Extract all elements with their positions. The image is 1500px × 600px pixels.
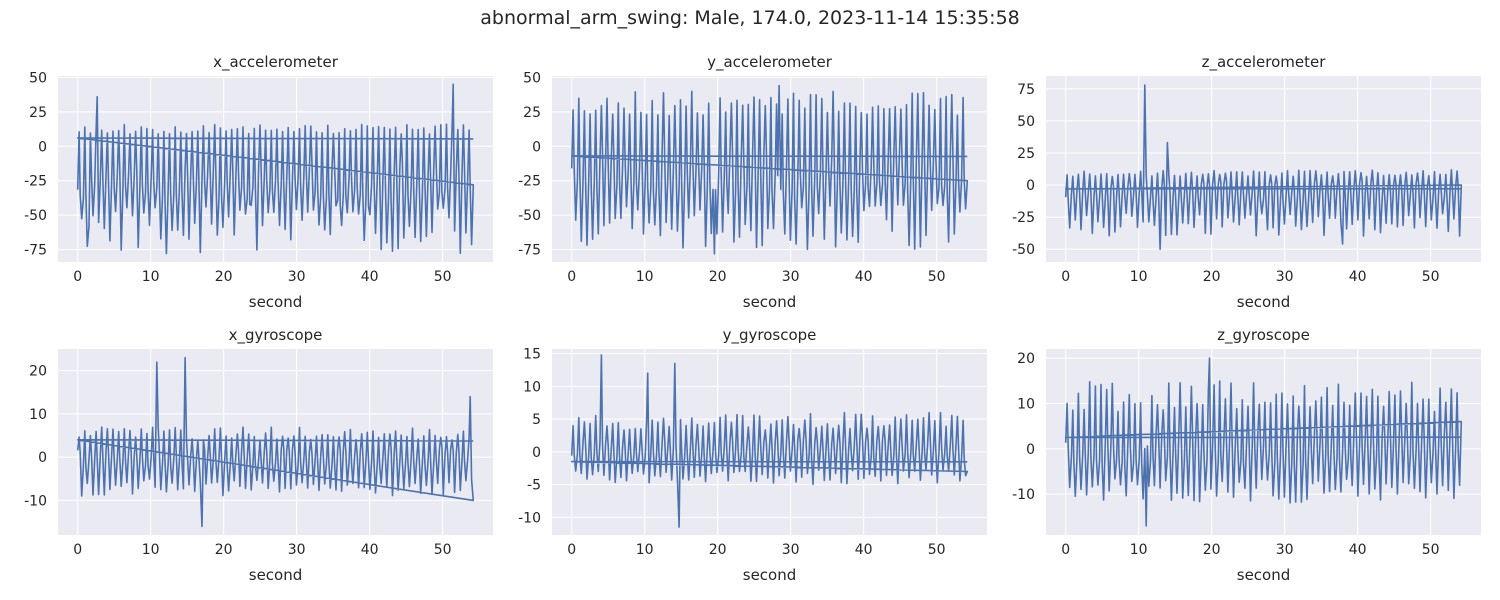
x-tick-label: 20 [1203, 542, 1221, 558]
x-tick-label: 20 [709, 269, 727, 285]
y-tick-label: 20 [1017, 351, 1035, 367]
y-tick-label: -75 [518, 243, 541, 259]
y-tick-label: -50 [24, 208, 47, 224]
y-tick-label: -25 [518, 174, 541, 190]
subplot-y_gyroscope: 0 10 20 30 40 50 -10 -5 0 5 10 15 second y_gyroscope [518, 326, 987, 584]
x-axis-label: second [743, 293, 797, 311]
y-tick-label: 20 [29, 364, 47, 380]
y-tick-label: 5 [532, 412, 541, 428]
x-tick-label: 40 [1349, 542, 1367, 558]
figure-title: abnormal_arm_swing: Male, 174.0, 2023-11… [480, 7, 1020, 29]
subplot-title: x_gyroscope [229, 326, 323, 345]
x-tick-label: 30 [288, 269, 306, 285]
x-tick-label: 30 [288, 542, 306, 558]
y-tick-label: 10 [29, 407, 47, 423]
x-tick-label: 10 [1130, 269, 1148, 285]
y-tick-label: 10 [523, 379, 541, 395]
x-axis-label: second [1237, 293, 1291, 311]
subplot-title: y_accelerometer [707, 53, 833, 72]
y-tick-label: 75 [1017, 82, 1035, 98]
y-tick-label: 0 [1026, 178, 1035, 194]
series-line [76, 356, 475, 528]
x-tick-label: 0 [1061, 269, 1070, 285]
subplot-x_gyroscope: 0 10 20 30 40 50 -10 0 10 20 second x_gyroscope [24, 326, 493, 584]
x-tick-label: 10 [636, 269, 654, 285]
y-tick-label: -75 [24, 243, 47, 259]
x-tick-label: 30 [782, 542, 800, 558]
y-tick-label: -50 [518, 208, 541, 224]
y-tick-label: 0 [532, 139, 541, 155]
x-tick-label: 10 [636, 542, 654, 558]
series-line [570, 354, 969, 528]
x-tick-label: 20 [215, 542, 233, 558]
subplot-title: x_accelerometer [213, 53, 339, 72]
subplot-title: z_gyroscope [1217, 326, 1310, 345]
y-tick-label: 50 [1017, 114, 1035, 130]
x-tick-label: 30 [1276, 269, 1294, 285]
x-tick-label: 40 [855, 269, 873, 285]
x-tick-label: 0 [567, 542, 576, 558]
x-tick-label: 10 [142, 542, 160, 558]
series-line [570, 84, 969, 255]
x-tick-label: 0 [567, 269, 576, 285]
y-tick-label: 25 [29, 105, 47, 121]
x-tick-label: 50 [928, 542, 946, 558]
x-tick-label: 10 [1130, 542, 1148, 558]
series-line [1064, 357, 1463, 527]
x-axis-label: second [743, 566, 797, 584]
x-axis-label: second [1237, 566, 1291, 584]
y-tick-label: 25 [1017, 146, 1035, 162]
x-tick-label: 0 [73, 542, 82, 558]
subplot-title: y_gyroscope [723, 326, 817, 345]
x-tick-label: 0 [73, 269, 82, 285]
x-tick-label: 40 [361, 269, 379, 285]
x-tick-label: 10 [142, 269, 160, 285]
y-tick-label: 0 [532, 445, 541, 461]
y-tick-label: -10 [518, 510, 541, 526]
x-tick-label: 40 [361, 542, 379, 558]
y-tick-label: 0 [1026, 442, 1035, 458]
x-axis-label: second [249, 566, 303, 584]
y-tick-label: 10 [1017, 396, 1035, 412]
y-tick-label: 0 [38, 450, 47, 466]
subplot-z_gyroscope: 0 10 20 30 40 50 -10 0 10 20 second z_gyroscope [1012, 326, 1481, 584]
x-tick-label: 50 [1422, 269, 1440, 285]
subplot-title: z_accelerometer [1202, 53, 1327, 72]
y-tick-label: 50 [29, 70, 47, 86]
y-tick-label: -50 [1012, 242, 1035, 258]
y-tick-label: 0 [38, 139, 47, 155]
series-line [1064, 84, 1463, 250]
y-tick-label: -25 [1012, 210, 1035, 226]
x-tick-label: 50 [928, 269, 946, 285]
x-tick-label: 20 [1203, 269, 1221, 285]
y-tick-label: -10 [24, 493, 47, 509]
y-tick-label: 25 [523, 105, 541, 121]
x-tick-label: 50 [434, 542, 452, 558]
y-tick-label: -25 [24, 174, 47, 190]
plot-area [1046, 76, 1481, 262]
x-tick-label: 50 [434, 269, 452, 285]
series-line [76, 83, 475, 255]
x-tick-label: 30 [1276, 542, 1294, 558]
x-tick-label: 0 [1061, 542, 1070, 558]
y-tick-label: -10 [1012, 487, 1035, 503]
x-tick-label: 20 [215, 269, 233, 285]
y-tick-label: 15 [523, 347, 541, 363]
x-tick-label: 40 [855, 542, 873, 558]
x-axis-label: second [249, 293, 303, 311]
subplot-x_accelerometer: 0 10 20 30 40 50 -75 -50 -25 0 25 50 second x_acceler… [24, 53, 493, 311]
x-tick-label: 30 [782, 269, 800, 285]
x-tick-label: 20 [709, 542, 727, 558]
y-tick-label: 50 [523, 70, 541, 86]
y-tick-label: -5 [527, 478, 541, 494]
x-tick-label: 40 [1349, 269, 1367, 285]
x-tick-label: 50 [1422, 542, 1440, 558]
subplot-y_accelerometer: 0 10 20 30 40 50 -75 -50 -25 0 25 50 second y_acceler… [518, 53, 987, 311]
subplot-z_accelerometer: 0 10 20 30 40 50 -50 -25 0 25 50 75 second z_accelero… [1012, 53, 1481, 311]
